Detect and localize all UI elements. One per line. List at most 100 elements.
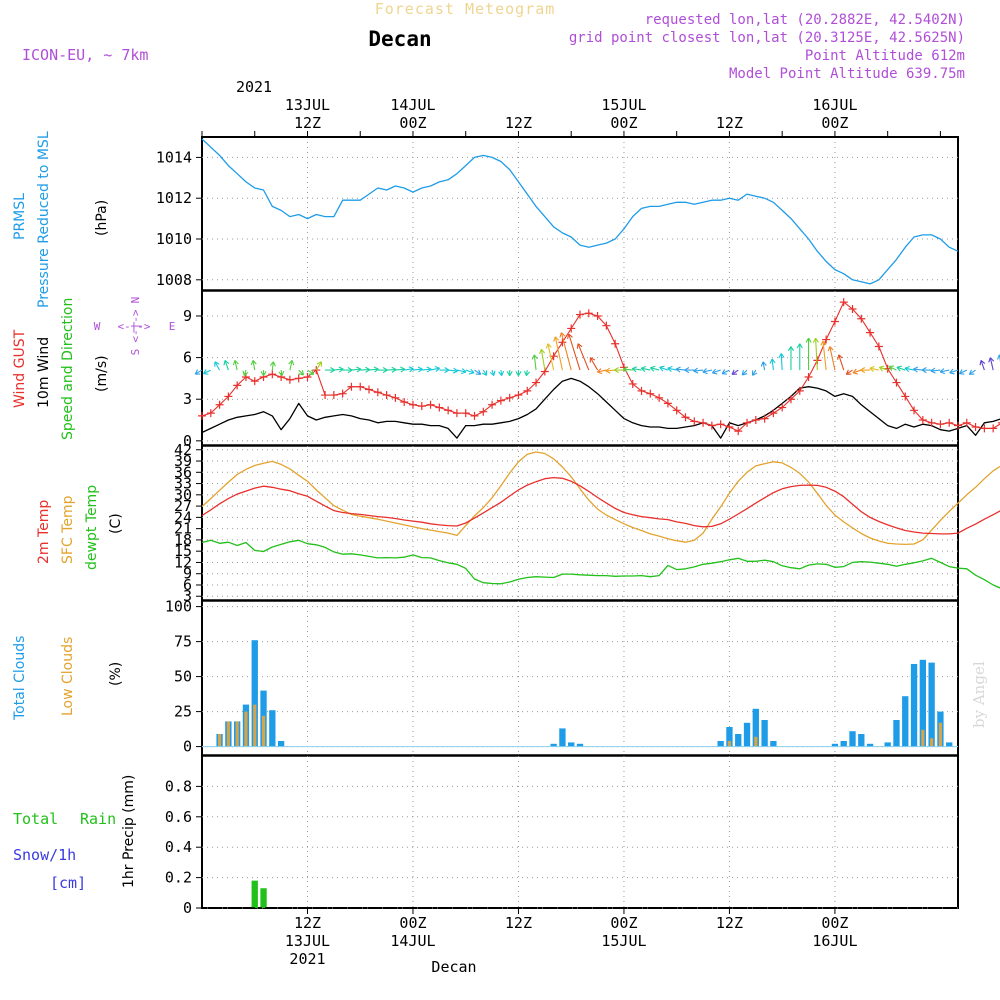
wind-arrow — [589, 357, 599, 371]
model-label: ICON-EU, ~ 7km — [22, 46, 148, 64]
wind-arrow — [896, 366, 906, 371]
total-cloud-bar — [251, 640, 258, 747]
wind-ytick-label: 0 — [183, 432, 192, 450]
temp-label-dewpt: dewpt Temp — [84, 485, 100, 570]
precip-labels: Total Rain Snow/1h [cm] 1hr Precip (mm) — [13, 775, 137, 892]
gust-marker — [655, 393, 664, 402]
precip-ytick-label: 0.4 — [165, 838, 192, 856]
wind-arrow-head — [650, 365, 656, 372]
gust-marker — [997, 422, 1000, 424]
wind-arrow-head — [489, 370, 496, 377]
gust-marker — [532, 378, 541, 387]
top-date-label: 14JUL — [390, 96, 435, 114]
wind-arrow — [989, 357, 994, 371]
wind-arrow-head — [298, 369, 305, 376]
compass-arrows-v: <-|-> — [129, 309, 142, 342]
bottom-hour-label: 12Z — [294, 914, 321, 932]
total-cloud-bar — [858, 734, 865, 747]
wind-arrow — [846, 369, 853, 375]
gust-marker — [198, 411, 206, 420]
temp-unit: (C) — [108, 513, 124, 534]
wind-arrow — [194, 369, 203, 375]
wind-arrow — [421, 368, 432, 371]
wind-arrow-head — [589, 357, 596, 363]
wind-arrow-head — [751, 370, 758, 376]
total-cloud-bar — [752, 708, 759, 747]
top-hour-label: 00Z — [821, 114, 848, 132]
wind-arrow — [224, 360, 229, 371]
wind-arrow-head — [567, 333, 573, 339]
gust-marker — [347, 382, 356, 391]
wind-arrow — [333, 368, 344, 371]
model-altitude: Model Point Altitude 639.75m — [729, 66, 965, 82]
wind-arrow-head — [506, 371, 513, 376]
gust-marker — [206, 409, 215, 418]
cloud-ytick-label: 50 — [174, 668, 192, 686]
gust-marker — [848, 305, 857, 314]
wind-arrow-head — [827, 346, 834, 352]
total-cloud-bar — [831, 743, 839, 747]
pressure-label-2: Pressure Reduced to MSL — [36, 131, 52, 308]
gust-marker — [584, 309, 593, 318]
wind-arrow-head — [904, 366, 910, 372]
total-cloud-bar — [761, 720, 768, 747]
gust-marker — [866, 328, 875, 337]
gust-marker — [663, 399, 672, 408]
wind-arrow — [395, 368, 405, 371]
wind-arrow-head — [605, 367, 611, 374]
wind-arrow-head — [308, 369, 315, 375]
gust-marker — [382, 391, 391, 400]
wind-arrow-head — [939, 368, 946, 375]
wind-arrow — [568, 333, 581, 371]
wind-arrow — [815, 338, 818, 371]
wind-arrow-head — [475, 369, 482, 375]
wind-arrow — [913, 368, 923, 371]
wind-arrow — [959, 369, 968, 375]
gust-marker — [611, 339, 620, 348]
total-cloud-bar — [866, 743, 874, 747]
wind-arrow-head — [888, 365, 895, 371]
wind-arrow-head — [338, 366, 344, 373]
compass-e: E — [169, 320, 176, 333]
wind-arrow — [852, 369, 862, 374]
cloud-ytick-label: 100 — [165, 598, 192, 616]
wind-arrow-head — [878, 365, 885, 372]
wind-arrow-head — [869, 366, 875, 372]
gust-marker — [918, 416, 927, 425]
compass-arrows-h: <-|-> — [117, 320, 150, 333]
total-cloud-bar — [568, 742, 575, 747]
wind-arrow-head — [721, 369, 728, 375]
gust-marker — [822, 335, 831, 344]
precip-ytick-label: 0.2 — [165, 869, 192, 887]
wind-arrow — [474, 369, 481, 375]
total-cloud-bar — [726, 727, 733, 747]
low-cloud-bar — [930, 738, 934, 747]
total-cloud-bar — [928, 662, 935, 747]
gridpoint-coords: grid point closest lon,lat (20.3125E, 42… — [569, 30, 965, 46]
wind-arrow-head — [316, 361, 323, 367]
temp-ytick-label: 42 — [174, 441, 192, 459]
wind-arrow — [533, 354, 537, 371]
wind-arrow — [721, 369, 730, 375]
wind-arrow-head — [731, 369, 738, 375]
wind-arrow-head — [820, 340, 827, 346]
wind-arrow-head — [702, 368, 708, 375]
pressure-ytick-label: 1014 — [156, 148, 192, 166]
dewpt-line — [201, 539, 1000, 589]
wind-arrow — [869, 367, 879, 371]
wind-arrow — [949, 369, 959, 374]
top-hour-label: 00Z — [399, 114, 426, 132]
bottom-hour-label: 12Z — [716, 914, 743, 932]
wind-arrow-head — [596, 368, 603, 375]
wind-arrow — [289, 360, 293, 371]
wind-arrow-head — [469, 368, 475, 375]
bottom-hour-label: 12Z — [505, 914, 532, 932]
wind-arrow — [605, 369, 616, 372]
temp-ytick-label: 9 — [183, 565, 192, 583]
gust-marker — [576, 310, 584, 319]
wind-arrow-head — [988, 357, 995, 363]
wind-arrow-head — [269, 361, 276, 367]
title-top: Forecast Meteogram — [375, 0, 556, 18]
